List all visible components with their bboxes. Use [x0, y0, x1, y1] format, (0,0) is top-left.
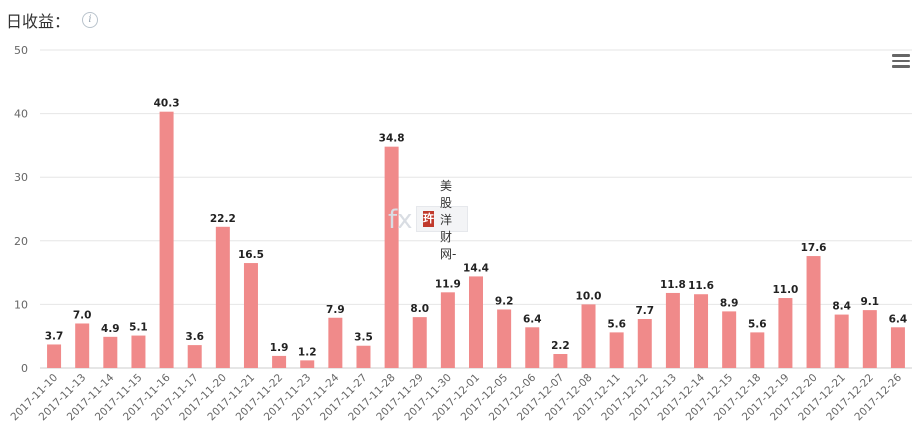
data-label: 17.6	[801, 242, 827, 254]
data-label: 11.9	[435, 278, 461, 290]
data-label: 16.5	[238, 249, 264, 261]
bar	[525, 327, 540, 368]
hamburger-menu-icon[interactable]	[892, 54, 910, 68]
data-label: 2.2	[551, 340, 570, 352]
data-label: 8.0	[410, 303, 429, 315]
data-label: 1.2	[298, 346, 317, 358]
data-label: 11.6	[688, 280, 714, 292]
chart-header: 日收益： i	[6, 8, 99, 32]
bar	[356, 345, 371, 368]
data-label: 5.6	[748, 318, 767, 330]
bar	[665, 292, 680, 368]
bar	[384, 146, 399, 368]
data-label: 7.9	[326, 304, 345, 316]
watermark-logo-icon: 玝	[423, 211, 434, 227]
data-label: 1.9	[270, 342, 289, 354]
y-tick-label: 50	[14, 44, 28, 57]
bar	[131, 335, 146, 368]
bar	[806, 256, 821, 368]
data-label: 11.8	[660, 279, 686, 291]
bar	[637, 319, 652, 368]
data-label: 6.4	[889, 313, 908, 325]
info-icon[interactable]: i	[82, 12, 99, 28]
data-label: 10.0	[576, 290, 602, 302]
bar	[412, 317, 427, 368]
data-label: 3.6	[185, 331, 204, 343]
data-label: 40.3	[154, 98, 180, 110]
y-tick-label: 0	[21, 362, 28, 375]
bar	[694, 294, 709, 368]
watermark: fx 玝 美股洋财网-	[388, 179, 469, 261]
data-label: 8.9	[720, 297, 739, 309]
bar	[215, 226, 230, 368]
bar	[581, 304, 596, 368]
data-label: 6.4	[523, 313, 542, 325]
data-label: 22.2	[210, 213, 236, 225]
bar	[300, 360, 315, 368]
data-label: 14.4	[463, 262, 489, 274]
bar	[243, 263, 258, 368]
bar	[103, 336, 118, 368]
y-tick-label: 40	[14, 108, 28, 121]
data-label: 9.2	[495, 295, 514, 307]
bar	[497, 309, 512, 368]
data-label: 8.4	[832, 301, 851, 313]
data-label: 3.5	[354, 332, 373, 344]
data-label: 11.0	[772, 284, 798, 296]
y-tick-label: 10	[14, 298, 28, 311]
bar	[47, 344, 62, 368]
chart-title: 日收益：	[6, 12, 71, 31]
bar	[750, 332, 765, 368]
bar	[890, 327, 905, 368]
bar	[553, 354, 568, 368]
data-label: 5.6	[607, 318, 626, 330]
data-label: 9.1	[861, 296, 880, 308]
watermark-text: 美股洋财网-	[440, 178, 457, 261]
bar	[834, 314, 849, 368]
bar	[187, 345, 202, 368]
data-label: 7.0	[73, 309, 92, 321]
data-label: 4.9	[101, 323, 120, 335]
bar	[469, 276, 483, 368]
y-tick-label: 20	[14, 235, 28, 248]
data-label: 7.7	[635, 305, 654, 317]
data-label: 5.1	[129, 322, 148, 334]
watermark-badge: 玝 美股洋财网-	[416, 179, 469, 261]
bar	[778, 298, 793, 368]
y-tick-label: 30	[14, 171, 28, 184]
bar	[609, 332, 624, 368]
bar	[440, 292, 455, 368]
bar	[328, 317, 343, 368]
bar	[272, 355, 287, 368]
bar	[75, 323, 90, 368]
bar	[862, 310, 877, 368]
bar	[159, 111, 174, 368]
data-label: 3.7	[45, 330, 64, 342]
data-label: 34.8	[379, 133, 405, 145]
bar	[722, 311, 737, 368]
